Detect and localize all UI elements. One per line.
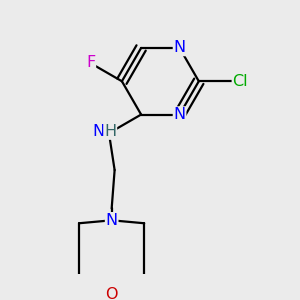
Text: H: H xyxy=(104,124,116,139)
Text: O: O xyxy=(105,287,118,300)
Text: N: N xyxy=(92,124,104,139)
Text: Cl: Cl xyxy=(232,74,248,89)
Text: N: N xyxy=(173,107,186,122)
Text: N: N xyxy=(173,40,186,56)
Text: F: F xyxy=(86,55,95,70)
Text: N: N xyxy=(106,213,118,228)
